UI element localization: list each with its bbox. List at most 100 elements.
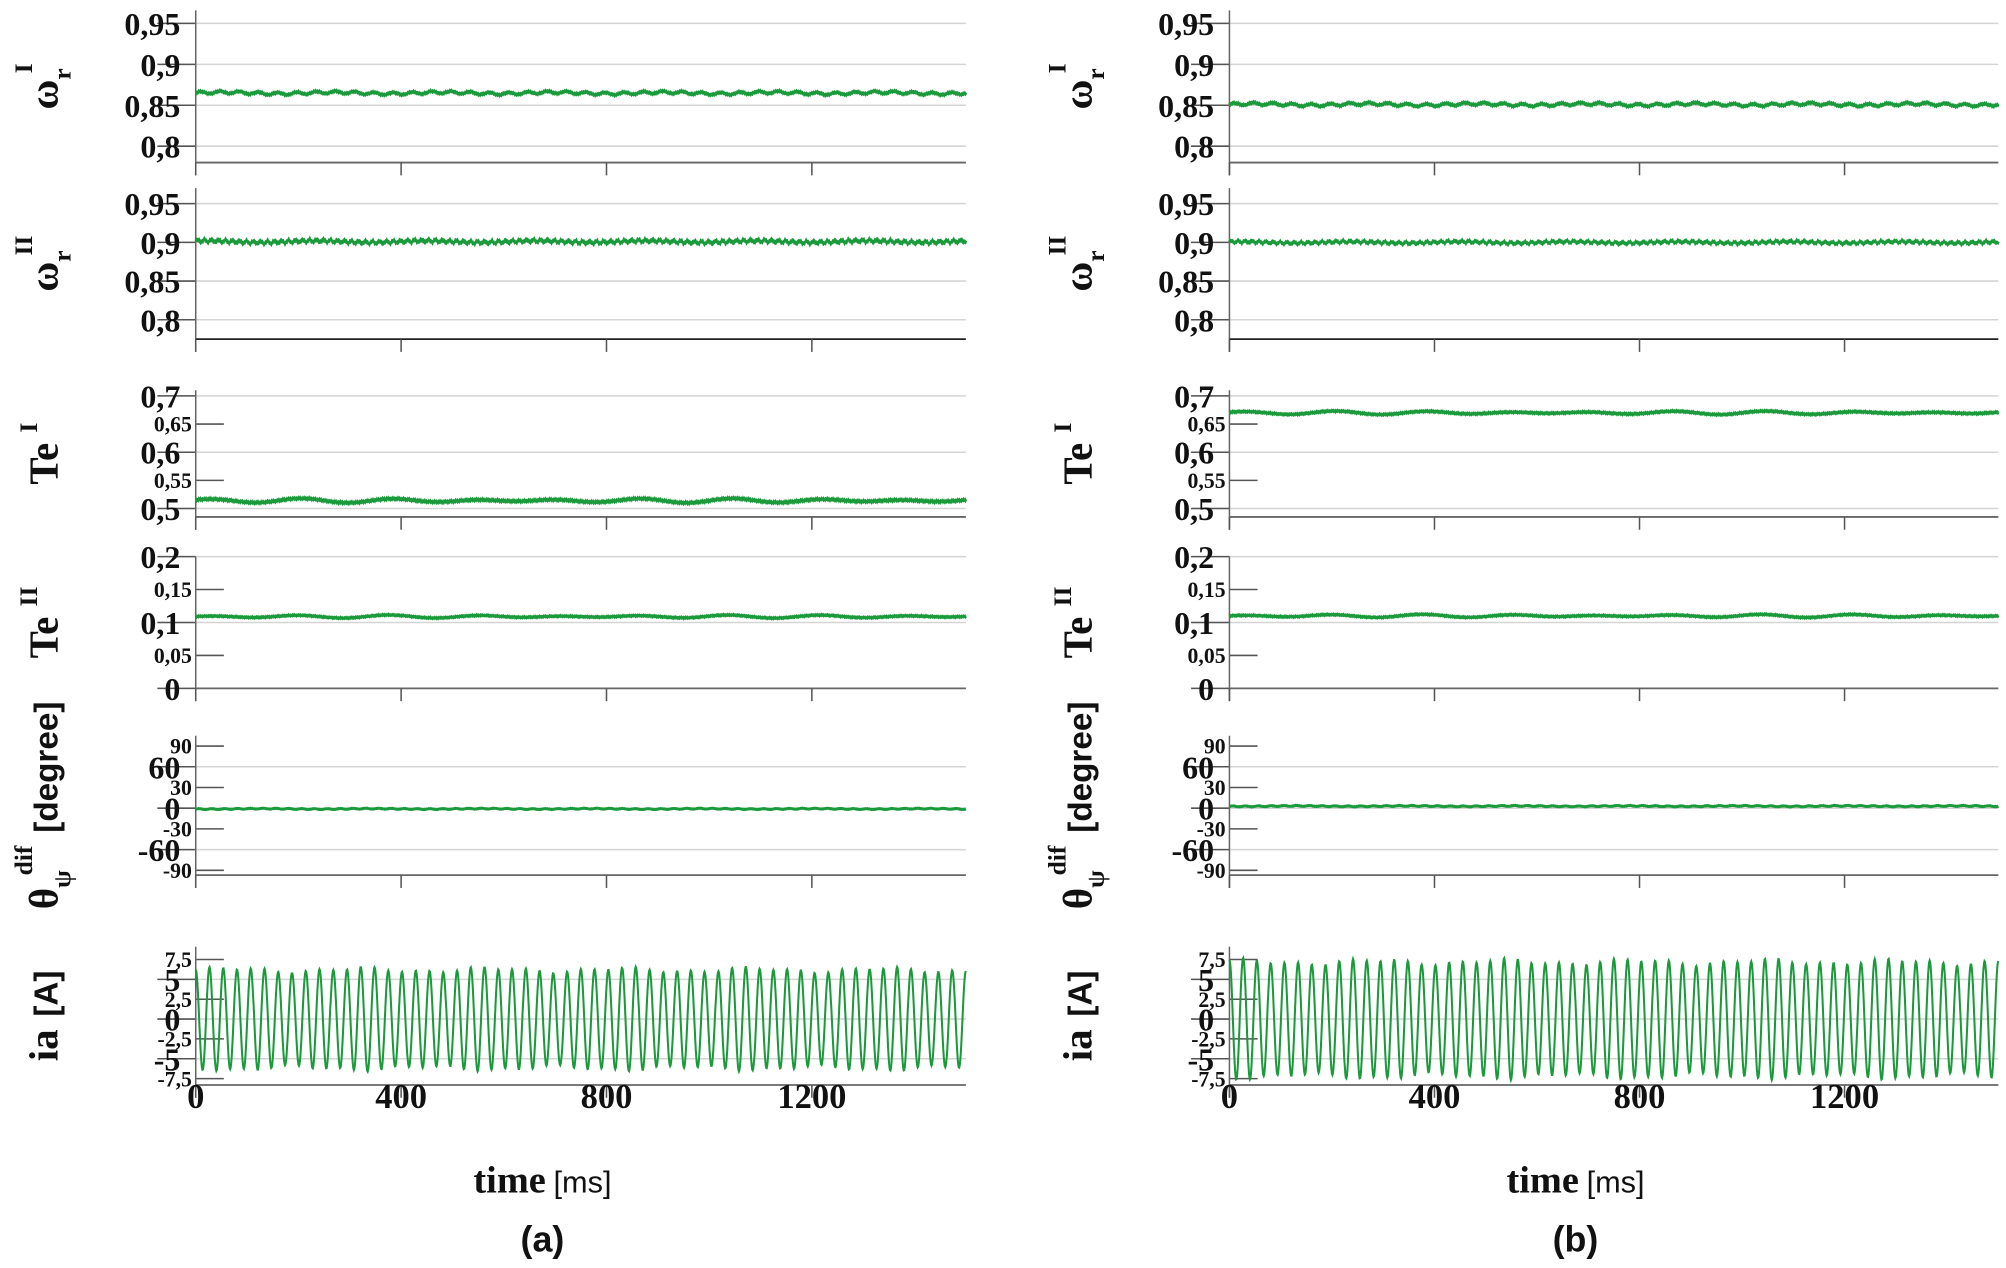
x-tick-label: 1200 [1810, 1078, 1879, 1116]
y-tick-label: 0,7 [140, 379, 180, 414]
y-tick-label: 0,95 [1158, 7, 1214, 42]
subplot-2: 0,95 0,9 0,850,8 ωrII [1043, 187, 2000, 352]
y-minor-tick-label: -90 [163, 859, 192, 883]
y-tick-label: 0,2 [140, 540, 180, 575]
series-line [194, 963, 967, 1075]
y-axis-label: θψdif[degree] [9, 702, 76, 910]
y-tick-label: 0,95 [124, 187, 180, 222]
y-minor-tick-label: 0,65 [154, 413, 192, 437]
y-tick-label: 0 [1198, 672, 1214, 707]
y-axis-label: ωrII [1043, 236, 1110, 292]
y-minor-tick-label: 0,15 [1188, 578, 1226, 602]
y-tick-label: 60 [148, 750, 180, 785]
y-axis-label: ωrII [9, 236, 76, 292]
y-minor-tick-label: -90 [1197, 859, 1226, 883]
y-tick-label: 0,95 [124, 7, 180, 42]
y-tick-label: 0 [164, 1003, 180, 1038]
y-tick-label: 0 [164, 672, 180, 707]
series-line [194, 235, 968, 248]
y-axis-label: θψdif[degree] [1043, 702, 1110, 910]
panel-caption: (b) [1553, 1219, 1599, 1259]
y-tick-label: 0,9 [1174, 226, 1214, 261]
x-tick-label: 0 [1221, 1078, 1238, 1116]
x-tick-label: 0 [187, 1078, 204, 1116]
y-minor-tick-label: 0,55 [1188, 469, 1226, 493]
subplot-4: 0,2 0,1 0 0,15 0,05 TeII [1048, 540, 2000, 707]
y-axis-label: TeI [1048, 423, 1100, 485]
y-minor-tick-label: 90 [170, 735, 192, 759]
y-tick-label: 0 [1198, 792, 1214, 827]
y-minor-tick-label: 0,65 [1188, 413, 1226, 437]
y-tick-label: 0,8 [140, 130, 180, 165]
y-tick-label: -5 [154, 1042, 181, 1077]
y-minor-tick-label: -2,5 [1191, 1028, 1226, 1052]
y-tick-label: 0,5 [1174, 492, 1214, 527]
subplot-6: 5 0 -5 7,5 2,5 -2,5 -7,5 ia[A] [1055, 946, 2000, 1098]
subplot-2: 0,95 0,9 0,850,8 ωrII [9, 187, 968, 352]
y-tick-label: 60 [1182, 750, 1214, 785]
x-tick-label: 1200 [777, 1078, 846, 1116]
subplot-4: 0,2 0,1 0 0,15 0,05 TeII [14, 540, 967, 707]
y-tick-label: -60 [138, 833, 181, 868]
series-line [195, 806, 967, 812]
subplot-5: 60 0 -60 90 30 -30 -90 θψdif[degree] [9, 702, 967, 910]
y-tick-label: 0 [1198, 1003, 1214, 1038]
x-axis-label: time [ms] [473, 1159, 611, 1201]
y-minor-tick-label: 30 [1204, 776, 1226, 800]
y-tick-label: 0,9 [140, 48, 180, 83]
series-line [1228, 954, 2000, 1084]
y-tick-label: 0,8 [140, 303, 180, 338]
subplot-1: 0,95 0,9 0,85 0,8 ωrI [1043, 7, 2000, 176]
subplot-3: 0,7 0,6 0,5 0,65 0,55 TeI [1048, 379, 2000, 530]
y-minor-tick-label: 2,5 [165, 988, 192, 1012]
x-tick-label: 800 [581, 1078, 633, 1116]
y-minor-tick-label: 0,05 [154, 644, 192, 668]
y-minor-tick-label: -7,5 [157, 1067, 192, 1091]
y-minor-tick-label: 7,5 [1198, 948, 1225, 972]
y-tick-label: 0,95 [1158, 187, 1214, 222]
y-tick-label: -5 [1187, 1042, 1214, 1077]
subplot-1: 0,95 0,9 0,85 0,8 ωrI [9, 7, 968, 176]
y-axis-label: TeI [14, 423, 66, 485]
y-tick-label: 0,1 [140, 606, 180, 641]
panel-b: 0,950,90,850,8ωrI0,950,90,850,8ωrII0,70,… [1043, 7, 2000, 1259]
subplot-6: 5 0 -5 7,5 2,5 -2,5 -7,5 ia[A] [22, 946, 967, 1098]
panel-caption: (a) [521, 1219, 565, 1259]
x-tick-label: 400 [375, 1078, 427, 1116]
y-tick-label: 0,8 [1174, 130, 1214, 165]
y-minor-tick-label: -2,5 [157, 1028, 192, 1052]
series-line [194, 87, 968, 99]
series-line [1228, 803, 2000, 809]
y-minor-tick-label: 0,15 [154, 578, 192, 602]
y-tick-label: -60 [1171, 833, 1214, 868]
y-tick-label: 0,7 [1174, 379, 1214, 414]
y-minor-tick-label: -30 [1197, 818, 1226, 842]
x-axis-label: time [ms] [1506, 1159, 1644, 1201]
y-tick-label: 5 [164, 963, 180, 998]
y-tick-label: 0,85 [1158, 265, 1214, 300]
y-tick-label: 0,6 [1174, 436, 1214, 471]
y-axis-label: ωrI [1043, 63, 1110, 109]
y-tick-label: 0,2 [1174, 540, 1214, 575]
y-axis-label: ωrI [9, 63, 76, 109]
series-line [1228, 237, 2000, 248]
x-tick-label: 800 [1614, 1078, 1666, 1116]
y-minor-tick-label: 30 [170, 776, 192, 800]
y-minor-tick-label: 0,55 [154, 469, 192, 493]
y-tick-label: 0,5 [140, 492, 180, 527]
y-tick-label: 0,85 [1158, 89, 1214, 124]
y-minor-tick-label: -30 [163, 818, 192, 842]
series-line [1228, 99, 2000, 110]
y-minor-tick-label: 0,05 [1188, 644, 1226, 668]
x-tick-label: 400 [1409, 1078, 1461, 1116]
y-tick-label: 0,9 [140, 226, 180, 261]
y-axis-label: TeII [1048, 587, 1100, 659]
series-line [195, 612, 967, 621]
y-axis-label: TeII [14, 587, 66, 659]
y-tick-label: 5 [1198, 963, 1214, 998]
y-tick-label: 0 [164, 792, 180, 827]
y-tick-label: 0,85 [124, 265, 180, 300]
y-tick-label: 0,1 [1174, 606, 1214, 641]
y-tick-label: 0,9 [1174, 48, 1214, 83]
panel-a: 0,950,90,850,8ωrI0,950,90,850,8ωrII0,70,… [9, 7, 968, 1259]
